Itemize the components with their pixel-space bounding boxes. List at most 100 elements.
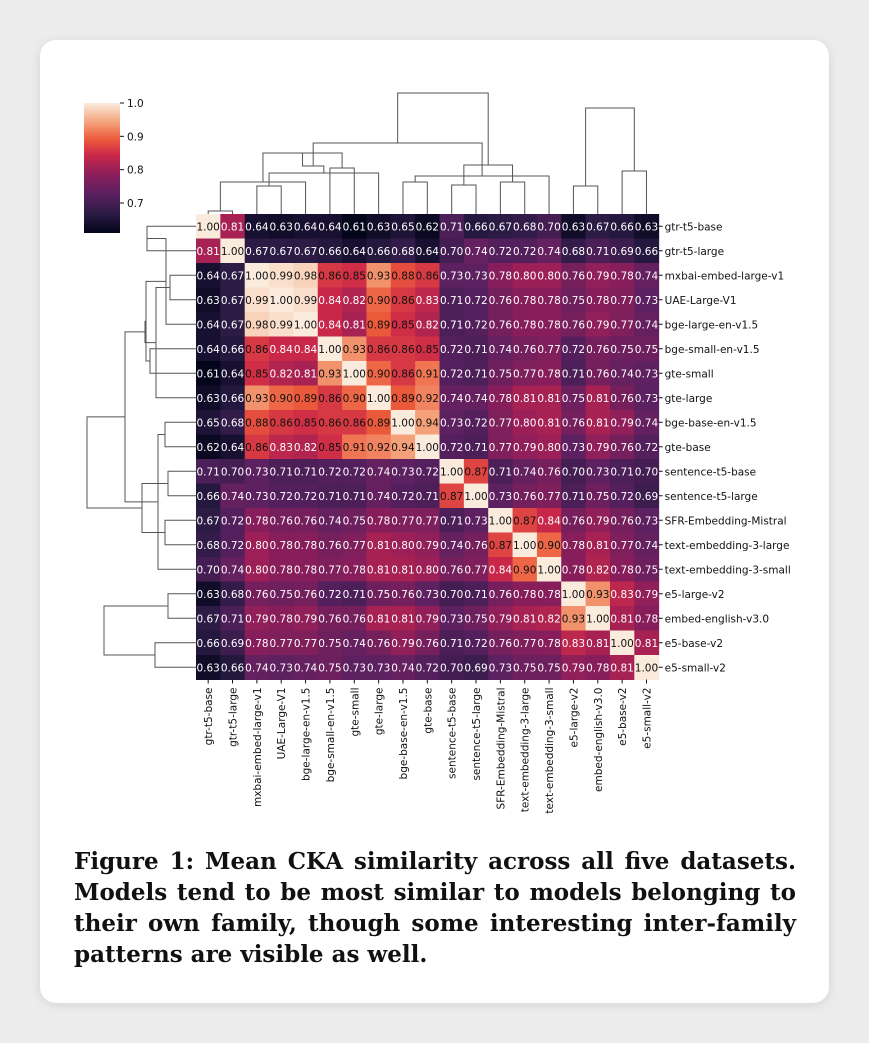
col-tick-label: gte-large	[374, 688, 386, 736]
heatmap-cell	[220, 508, 246, 533]
cell-value-label: 0.71	[464, 589, 487, 601]
heatmap-cell	[366, 630, 392, 656]
heatmap-cell	[293, 263, 319, 288]
heatmap-cell	[220, 483, 246, 509]
heatmap-cell	[439, 238, 465, 264]
heatmap-cell	[196, 312, 221, 337]
cell-value-label: 0.98	[245, 319, 268, 331]
cell-value-label: 0.82	[270, 368, 293, 380]
cell-value-label: 0.73	[416, 589, 439, 601]
cell-value-label: 0.72	[464, 638, 487, 650]
cell-value-label: 0.87	[489, 540, 512, 552]
heatmap-cell	[561, 606, 587, 631]
heatmap-cell	[244, 410, 270, 435]
heatmap-cell	[220, 606, 246, 631]
cell-value-label: 0.79	[635, 589, 658, 601]
heatmap-cell	[220, 214, 246, 239]
heatmap-cell	[317, 214, 343, 239]
heatmap-cell	[390, 483, 416, 509]
heatmap-cell	[244, 312, 270, 337]
cell-value-label: 0.70	[221, 466, 244, 478]
heatmap-cell	[488, 287, 514, 313]
cell-value-label: 0.75	[635, 344, 658, 356]
cell-value-label: 0.79	[562, 662, 585, 674]
heatmap-cell	[561, 336, 587, 362]
cell-value-label: 0.88	[391, 270, 414, 282]
cell-value-label: 0.76	[245, 589, 269, 601]
heatmap-cell	[366, 312, 392, 337]
heatmap-cell	[488, 410, 514, 435]
heatmap-cell	[269, 655, 294, 680]
heatmap-cell	[512, 361, 538, 386]
cell-value-label: 0.72	[513, 246, 536, 258]
cell-value-label: 0.64	[196, 344, 220, 356]
cell-value-label: 0.85	[391, 319, 414, 331]
cell-value-label: 0.76	[489, 295, 513, 307]
heatmap-cell	[293, 581, 319, 607]
heatmap-cell	[342, 312, 367, 337]
cell-value-label: 0.93	[318, 368, 341, 380]
heatmap-cell	[512, 459, 538, 484]
heatmap-cell	[609, 361, 635, 386]
dendrogram-link	[572, 185, 599, 214]
heatmap-cell	[415, 459, 440, 484]
cell-value-label: 0.74	[318, 515, 342, 527]
heatmap-cell	[415, 630, 440, 656]
heatmap-cell	[415, 214, 440, 239]
heatmap-cell	[293, 557, 319, 582]
heatmap-cell	[317, 410, 343, 435]
cell-value-label: 0.74	[440, 393, 464, 405]
heatmap-cell	[561, 532, 587, 558]
cell-value-label: 0.84	[270, 344, 294, 356]
cell-value-label: 0.66	[318, 246, 342, 258]
heatmap-cell	[342, 630, 367, 656]
heatmap-cell	[342, 655, 367, 680]
cell-value-label: 0.75	[610, 344, 633, 356]
cell-value-label: 0.91	[416, 368, 439, 380]
cell-value-label: 0.80	[513, 417, 536, 429]
heatmap-cell	[512, 606, 538, 631]
cell-value-label: 0.61	[196, 368, 219, 380]
cell-value-label: 0.94	[416, 417, 440, 429]
row-tick-label: sentence-t5-large	[665, 491, 758, 503]
heatmap-cell	[390, 655, 416, 680]
heatmap-cell	[561, 434, 587, 460]
cell-value-label: 0.81	[221, 221, 244, 233]
heatmap-cell	[561, 581, 587, 607]
cell-value-label: 0.81	[586, 393, 609, 405]
cell-value-label: 0.90	[537, 540, 560, 552]
row-tick-label: bge-large-en-v1.5	[665, 319, 759, 331]
cell-value-label: 0.69	[610, 246, 633, 258]
heatmap-cell	[488, 532, 514, 558]
heatmap-cell	[390, 557, 416, 582]
cell-value-label: 0.86	[318, 393, 342, 405]
cell-value-label: 0.77	[513, 638, 536, 650]
heatmap-cell	[415, 410, 440, 435]
cell-value-label: 0.74	[391, 662, 415, 674]
cell-value-label: 0.92	[367, 442, 390, 454]
cell-value-label: 0.86	[391, 368, 415, 380]
heatmap-cell	[244, 434, 270, 460]
heatmap-cell	[561, 508, 587, 533]
heatmap-cell	[585, 557, 611, 582]
cell-value-label: 0.76	[464, 540, 488, 552]
heatmap-cell	[390, 238, 416, 264]
heatmap-cell	[585, 459, 611, 484]
cell-value-label: 0.81	[196, 246, 219, 258]
heatmap-cell	[488, 385, 514, 411]
heatmap-cell	[317, 287, 343, 313]
cell-value-label: 0.84	[489, 564, 513, 576]
colorbar-tick-label: 0.9	[127, 131, 144, 143]
heatmap-cell	[585, 214, 611, 239]
cell-value-label: 0.76	[391, 589, 415, 601]
colorbar-tick-label: 0.7	[127, 198, 144, 210]
heatmap-cell	[512, 263, 538, 288]
cell-value-label: 0.93	[562, 613, 585, 625]
cell-value-label: 0.71	[440, 319, 463, 331]
cell-value-label: 0.68	[391, 246, 414, 258]
heatmap-cell	[609, 532, 635, 558]
heatmap-cell	[293, 532, 319, 558]
cell-value-label: 0.76	[513, 344, 537, 356]
heatmap-cell	[415, 263, 440, 288]
heatmap-cell	[196, 385, 221, 411]
